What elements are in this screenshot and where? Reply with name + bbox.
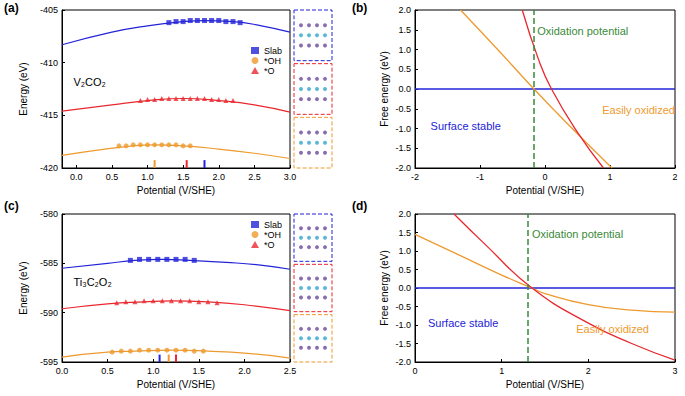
svg-text:-1.0: -1.0 — [395, 124, 411, 134]
svg-text:0.5: 0.5 — [398, 64, 411, 74]
svg-text:-590: -590 — [40, 308, 58, 318]
svg-text:2: 2 — [586, 366, 591, 376]
svg-text:Energy (eV): Energy (eV) — [18, 62, 29, 115]
svg-text:2.0: 2.0 — [212, 172, 225, 182]
svg-text:-1.5: -1.5 — [395, 339, 411, 349]
svg-text:0.0: 0.0 — [398, 283, 411, 293]
svg-text:-0.5: -0.5 — [395, 302, 411, 312]
svg-text:-2.0: -2.0 — [395, 163, 411, 173]
svg-text:Surface stable: Surface stable — [428, 317, 498, 329]
svg-text:2.0: 2.0 — [238, 366, 251, 376]
svg-text:0: 0 — [412, 366, 417, 376]
svg-text:-2.0: -2.0 — [395, 357, 411, 367]
svg-text:*OH: *OH — [264, 230, 281, 240]
svg-text:2: 2 — [672, 172, 677, 182]
svg-text:1.0: 1.0 — [398, 246, 411, 256]
svg-text:-410: -410 — [40, 58, 58, 68]
svg-text:(a): (a) — [4, 1, 19, 15]
svg-text:V₂CO₂: V₂CO₂ — [73, 76, 105, 88]
svg-text:Easily oxidized: Easily oxidized — [602, 104, 675, 116]
svg-text:Easily oxidized: Easily oxidized — [576, 323, 649, 335]
svg-text:Energy (eV): Energy (eV) — [18, 261, 29, 314]
svg-text:1.5: 1.5 — [177, 172, 190, 182]
svg-text:(b): (b) — [352, 1, 367, 15]
svg-text:(c): (c) — [4, 199, 19, 213]
svg-text:Oxidation potential: Oxidation potential — [537, 25, 628, 37]
svg-text:0.5: 0.5 — [106, 172, 119, 182]
svg-text:Potential (V/SHE): Potential (V/SHE) — [137, 185, 215, 196]
svg-text:Potential (V/SHE): Potential (V/SHE) — [506, 185, 584, 196]
svg-text:1.5: 1.5 — [193, 366, 206, 376]
svg-text:1: 1 — [607, 172, 612, 182]
svg-text:3: 3 — [672, 366, 677, 376]
svg-text:1.5: 1.5 — [398, 228, 411, 238]
svg-text:1.0: 1.0 — [398, 45, 411, 55]
svg-text:-405: -405 — [40, 5, 58, 15]
svg-text:2.0: 2.0 — [398, 209, 411, 219]
svg-text:-580: -580 — [40, 209, 58, 219]
svg-text:(d): (d) — [352, 199, 367, 213]
svg-text:Surface stable: Surface stable — [431, 120, 501, 132]
svg-text:-1.0: -1.0 — [395, 320, 411, 330]
svg-text:-420: -420 — [40, 163, 58, 173]
svg-text:Free energy (eV): Free energy (eV) — [379, 250, 390, 326]
svg-text:Free energy (eV): Free energy (eV) — [379, 51, 390, 127]
svg-text:0: 0 — [542, 172, 547, 182]
svg-text:-2: -2 — [411, 172, 419, 182]
svg-text:0.0: 0.0 — [398, 84, 411, 94]
svg-text:Potential (V/SHE): Potential (V/SHE) — [506, 379, 584, 390]
svg-text:Slab: Slab — [264, 220, 282, 230]
svg-text:-1.5: -1.5 — [395, 143, 411, 153]
svg-text:3.0: 3.0 — [284, 172, 297, 182]
svg-text:*O: *O — [264, 240, 275, 250]
svg-text:-415: -415 — [40, 110, 58, 120]
svg-text:-595: -595 — [40, 357, 58, 367]
svg-text:Potential (V/SHE): Potential (V/SHE) — [137, 379, 215, 390]
svg-text:2.5: 2.5 — [284, 366, 297, 376]
svg-text:1: 1 — [499, 366, 504, 376]
svg-text:1.0: 1.0 — [141, 172, 154, 182]
svg-text:Ti₃C₂O₂: Ti₃C₂O₂ — [73, 276, 111, 288]
svg-text:0.0: 0.0 — [70, 172, 83, 182]
svg-text:*OH: *OH — [264, 56, 281, 66]
svg-text:0.5: 0.5 — [101, 366, 114, 376]
svg-text:Oxidation potential: Oxidation potential — [532, 228, 623, 240]
svg-text:2.0: 2.0 — [398, 5, 411, 15]
svg-text:1.0: 1.0 — [147, 366, 160, 376]
svg-text:0.5: 0.5 — [398, 265, 411, 275]
svg-text:0.0: 0.0 — [56, 366, 69, 376]
svg-text:*O: *O — [264, 66, 275, 76]
svg-text:2.5: 2.5 — [248, 172, 261, 182]
svg-text:Slab: Slab — [264, 46, 282, 56]
svg-text:-1: -1 — [476, 172, 484, 182]
svg-text:1.5: 1.5 — [398, 25, 411, 35]
svg-text:-0.5: -0.5 — [395, 104, 411, 114]
svg-text:-585: -585 — [40, 258, 58, 268]
